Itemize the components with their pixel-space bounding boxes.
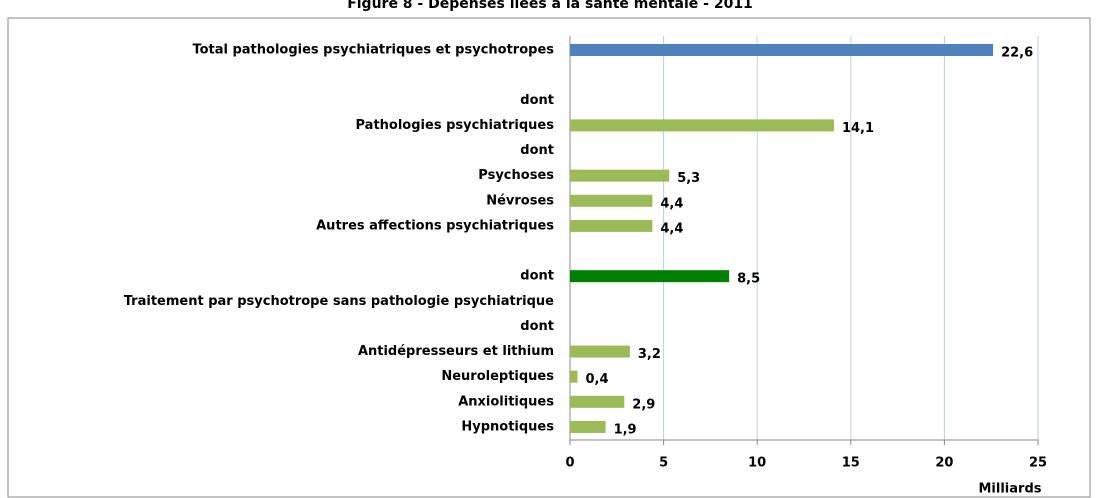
y-tick-label: Total pathologies psychiatriques et psyc… [192, 43, 554, 58]
y-tick-label: Hypnotiques [461, 419, 554, 434]
y-tick-label: Antidépresseurs et lithium [358, 344, 554, 359]
y-tick-label: Neuroleptiques [441, 369, 554, 384]
bar [570, 420, 606, 433]
bar [570, 169, 670, 182]
value-label: 0,4 [585, 372, 608, 387]
y-tick-label: Anxiolitiques [458, 394, 554, 409]
y-tick-label: Traitement par psychotrope sans patholog… [124, 294, 554, 309]
chart-title: Figure 8 - Dépenses liées à la santé men… [347, 0, 753, 12]
value-label: 1,9 [614, 422, 637, 437]
bar [570, 219, 653, 232]
bar [570, 119, 834, 132]
chart-frame [7, 17, 1091, 498]
x-tick-label: 5 [659, 456, 668, 471]
bar [570, 395, 625, 408]
value-label: 4,4 [660, 196, 683, 211]
bar [570, 194, 653, 207]
y-tick-label: dont [520, 143, 554, 158]
value-label: 3,2 [638, 347, 661, 362]
y-tick-label: Autres affections psychiatriques [316, 218, 554, 233]
value-label: 22,6 [1001, 46, 1033, 61]
value-label: 8,5 [737, 272, 760, 287]
x-tick-label: 15 [842, 456, 860, 471]
bar [570, 44, 994, 56]
x-tick-label: 25 [1029, 456, 1047, 471]
value-label: 4,4 [660, 221, 683, 236]
y-tick-label: dont [520, 319, 554, 334]
bar [570, 345, 630, 358]
x-tick-label: 20 [935, 456, 953, 471]
y-tick-label: dont [520, 269, 554, 284]
x-axis-label: Milliards [979, 482, 1042, 497]
x-tick-label: 10 [748, 456, 766, 471]
y-tick-label: Psychoses [478, 168, 554, 183]
value-label: 14,1 [842, 121, 874, 136]
y-tick-label: Pathologies psychiatriques [356, 118, 555, 133]
value-label: 5,3 [677, 171, 700, 186]
value-label: 2,9 [632, 397, 655, 412]
bar [570, 270, 730, 283]
x-tick-label: 0 [565, 456, 574, 471]
y-tick-label: dont [520, 93, 554, 108]
bar [570, 370, 578, 383]
y-tick-label: Névroses [486, 193, 554, 208]
